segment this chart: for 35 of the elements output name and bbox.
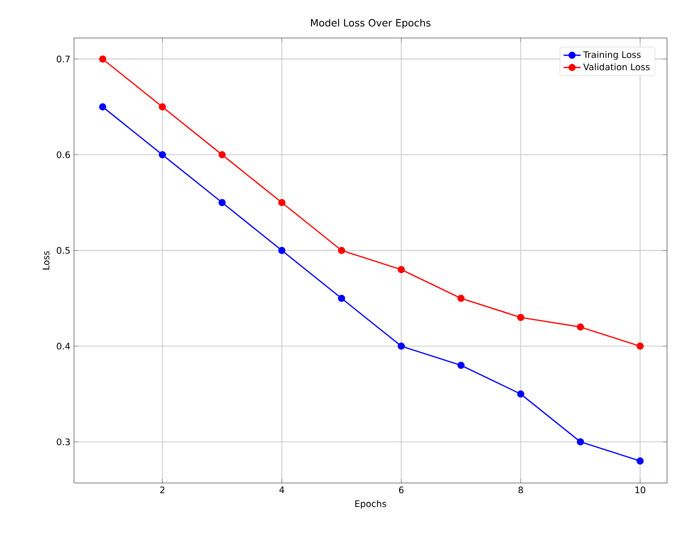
x-tick-label: 2 bbox=[160, 486, 164, 494]
x-tick-label: 4 bbox=[279, 486, 284, 494]
x-tick-label: 8 bbox=[518, 486, 523, 494]
x-axis-title: Epochs bbox=[355, 500, 386, 509]
point bbox=[99, 55, 106, 63]
point bbox=[158, 103, 166, 110]
y-tick-label: 0.5 bbox=[56, 247, 70, 254]
legend-label: Training Loss bbox=[583, 51, 641, 60]
point bbox=[218, 199, 226, 206]
point bbox=[576, 323, 584, 331]
chart-title: Model Loss Over Epochs bbox=[311, 18, 430, 28]
point bbox=[218, 151, 226, 158]
point bbox=[99, 103, 106, 110]
point bbox=[398, 266, 405, 274]
y-tick-label: 0.3 bbox=[56, 438, 70, 446]
y-tick-label: 0.7 bbox=[56, 56, 70, 62]
y-axis-title: Loss bbox=[42, 251, 50, 270]
x-tick-label: 6 bbox=[399, 486, 404, 494]
point bbox=[158, 151, 166, 158]
point bbox=[576, 438, 584, 446]
x-tick-label: 10 bbox=[635, 486, 646, 494]
point bbox=[398, 342, 405, 350]
point bbox=[517, 314, 524, 322]
point bbox=[517, 390, 524, 398]
point bbox=[338, 294, 346, 302]
point bbox=[457, 362, 465, 369]
point bbox=[278, 246, 286, 254]
point bbox=[457, 294, 465, 302]
y-tick-label: 0.4 bbox=[56, 342, 70, 350]
legend-label: Validation Loss bbox=[583, 63, 650, 70]
point bbox=[278, 199, 286, 206]
point bbox=[636, 457, 644, 465]
y-tick-label: 0.6 bbox=[56, 151, 70, 158]
point bbox=[636, 342, 644, 350]
point bbox=[338, 246, 346, 254]
